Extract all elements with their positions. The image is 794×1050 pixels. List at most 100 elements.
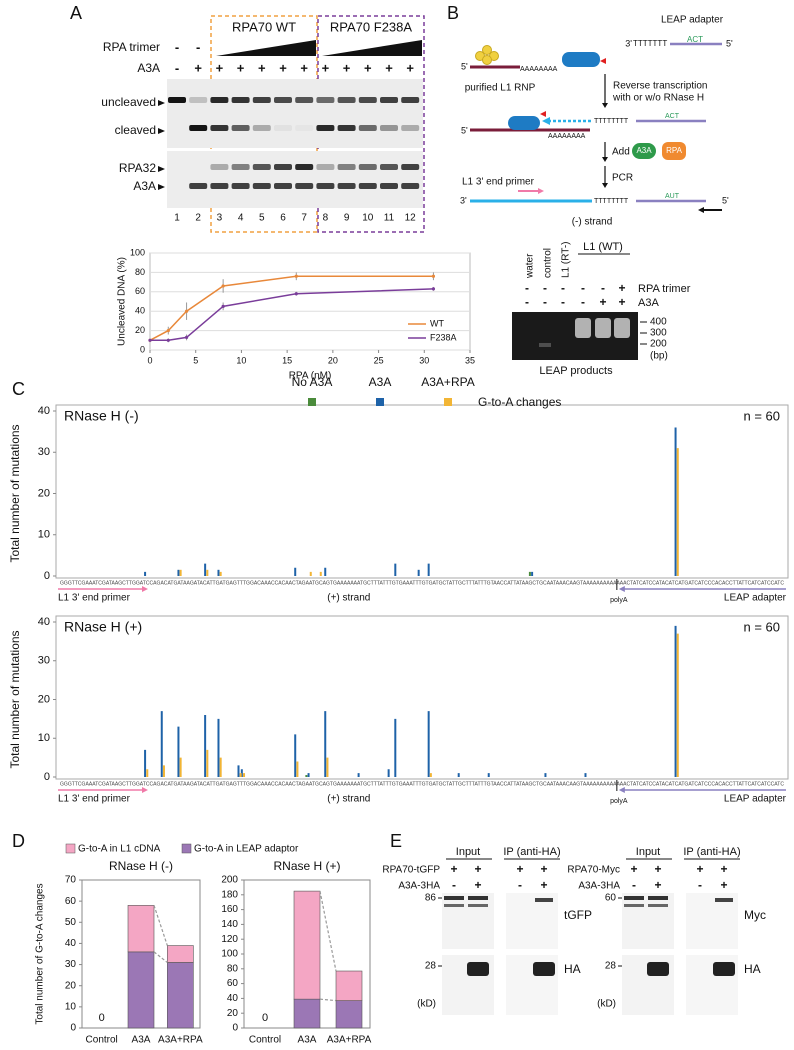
bar [429,773,432,777]
plot-frame [55,404,789,579]
legend-label: No A3A [292,375,333,389]
a3a-protein [632,143,656,159]
text-label: Reverse transcription [613,81,707,92]
chart-title: RNase H (+) [273,859,340,873]
axis-label: Total number of G-to-A changes [35,883,46,1024]
lane-number: 12 [405,213,417,224]
panel-label: B [447,3,459,23]
gel-band [316,97,335,103]
bar [676,448,679,576]
gel-image [167,79,423,148]
legend-label: WT [430,318,444,328]
bar [144,571,147,576]
gel-band [210,97,229,103]
gel-band [295,183,314,189]
data-point [221,304,225,308]
reverse-transcriptase [508,116,540,130]
sign: + [654,862,661,876]
lane-number: 2 [195,213,201,224]
unit-label: (kD) [597,999,616,1010]
blot-band [467,962,489,976]
gel-band [274,125,292,131]
gel-band [210,125,229,131]
sign: + [720,862,727,876]
blot-image [506,893,558,949]
text-label: LEAP adapter [661,15,724,26]
gel-band [189,183,208,189]
blot-band [468,896,488,900]
text-label: PCR [612,173,633,184]
sequence-label: LEAP adapter [724,794,787,805]
axis-label: Uncleaved DNA (%) [117,257,128,346]
x-tick-label: Control [86,1035,118,1046]
bar-segment [293,890,321,1000]
bar [240,769,243,777]
text-label: ACT [687,35,703,44]
cdna-tip [542,117,550,125]
sign: + [599,295,606,309]
data-point [166,329,170,333]
group-label: RPA70 F238A [330,19,412,34]
connector [319,998,337,1002]
bar [307,773,310,777]
gel-band [231,97,250,103]
row-label: A3A-3HA [398,881,440,892]
arrow-head [602,157,608,162]
gel-image [167,151,423,208]
text-label: 5' [722,195,729,205]
lane-number: 8 [323,213,329,224]
row-label: RPA trimer [638,283,691,295]
blot-band [444,904,464,907]
gel-band [210,164,229,170]
text-label: TTTTTTTT [594,118,629,125]
text-label: Add [612,147,630,158]
text-label: (-) strand [572,217,613,228]
legend-label: F238A [430,332,457,342]
data-point [294,292,298,296]
blot-band [624,896,644,900]
text-label: RPA [666,146,683,155]
gel-band [189,164,207,170]
size-marker: 60 [605,893,617,904]
sequence: GGGTTCGAAATCGATAAGCTTGGATCCAGACATGATAAGA… [60,781,784,787]
sign: + [279,60,287,75]
gel-band [380,97,398,103]
gel-band [189,125,208,131]
bar [394,563,397,576]
bar-segment [167,962,194,1029]
connector [153,951,168,963]
gel-band [358,183,377,189]
x-tick-label: A3A+RPA [327,1035,372,1046]
bar [324,567,327,576]
gel-band [614,318,630,338]
x-tick-label: A3A+RPA [158,1035,203,1046]
sign: + [216,60,224,75]
sign: + [322,60,330,75]
gel-band [337,183,356,189]
text-label: 300 [650,328,667,339]
text-label: TTTTTTTT [594,198,629,205]
value-label: 0 [262,1012,268,1024]
gel-band [252,183,271,189]
sign: + [237,60,245,75]
blot-image [442,893,494,949]
sign: - [561,295,565,309]
gel-band [575,318,591,338]
blot-band [444,896,464,900]
x-tick-label: 35 [465,355,475,365]
unit-label: (kD) [417,999,436,1010]
y-tick-label: 50 [65,917,77,928]
lane-number: 11 [384,213,395,224]
text-label: with or w/o RNase H [612,93,704,104]
sequence-label: L1 3' end primer [58,593,131,604]
bar [204,715,207,777]
text-label: 3' [460,195,467,205]
gel-band [231,183,250,189]
bar [206,569,209,576]
row-label: RPA70-Myc [567,865,620,876]
gel-band [337,97,356,103]
gel-band [168,125,186,131]
arrow-head [698,207,704,213]
gel-band [401,183,420,189]
bar [177,569,180,576]
